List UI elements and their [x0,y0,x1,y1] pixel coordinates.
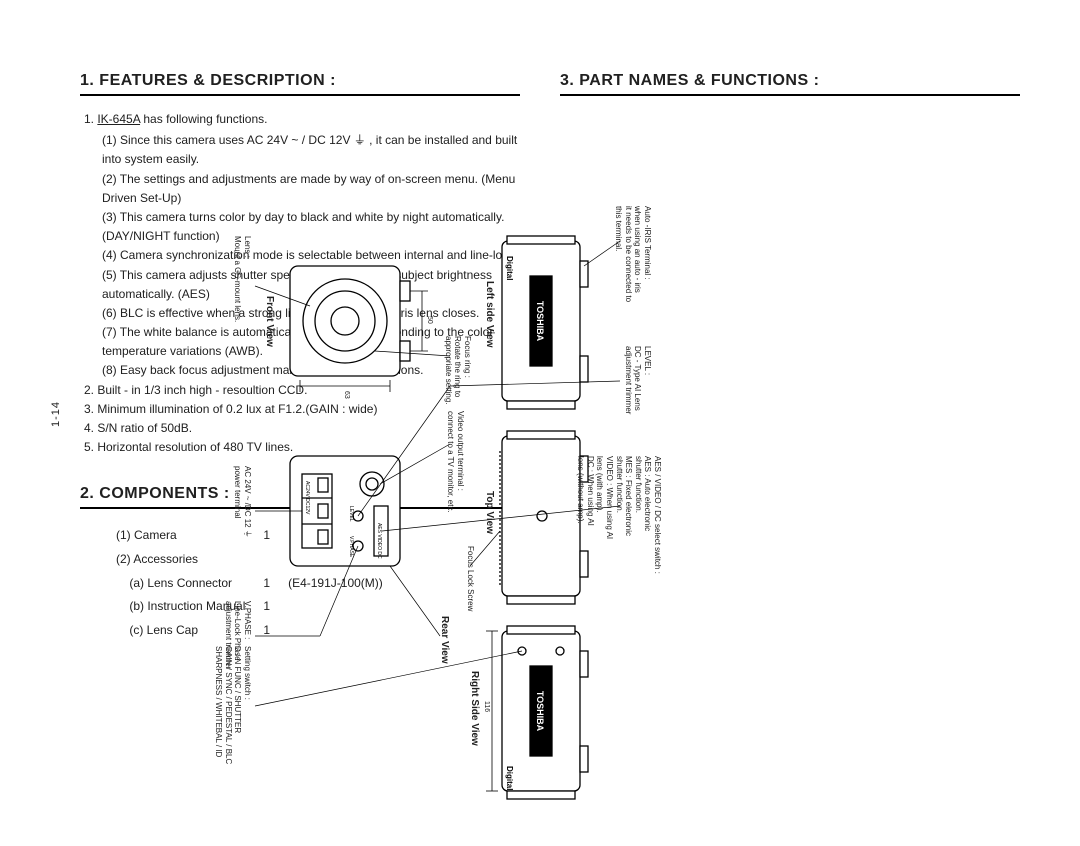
rear-power-text: AC24V DC12V [304,481,310,515]
features-intro: 1. IK-645A has following functions. [84,110,520,129]
view-label-right: Right Side View [469,671,481,746]
feature-item-2: (2) The settings and adjustments are mad… [84,170,520,208]
annot-focus-lock: Focus Lock Screw [465,546,475,611]
view-label-top: Top View [484,491,496,534]
feature-item-1: (1) Since this camera uses AC 24V ~ / DC… [84,131,520,169]
digital-label-right: Digital [505,766,514,790]
rear-level-text: LEVEL [348,506,354,522]
annot-focus-ring: Focus ring : Rotate the ring to appropri… [443,336,472,436]
view-label-front: Front View [264,296,276,347]
diagram-rotated-wrap: TOSHIBA Digital [10,206,650,666]
view-label-left: Left side View [484,281,496,348]
diagram: TOSHIBA Digital [190,206,650,846]
annot-power: AC 24V ~ /DC 12 ⏚ power terminal [233,466,252,586]
dim-116: 116 [482,701,490,712]
annot-aes-video: AES / VIDEO / DC select switch : AES : A… [576,456,662,626]
annot-auto-iris: Auto -IRIS Terminal : when using an auto… [614,206,652,326]
annot-lens: Lens : Mount a CS-mount lens. [233,236,252,376]
section-1-title: 1. FEATURES & DESCRIPTION : [80,72,520,96]
rear-dip-text: AES VIDEO DC [376,523,382,559]
toshiba-label-left: TOSHIBA [535,301,545,342]
features-intro-text: 1. IK-645A has following functions. [84,112,267,126]
rear-vphase-text: V.PHASE [348,536,354,558]
digital-label-left: Digital [505,256,514,280]
dim-50: 50 [425,316,433,324]
right-column: 3. PART NAMES & FUNCTIONS : TOSHIBA [560,72,1020,756]
annot-level: LEVEL : DC - Type AI Lens adjustment tri… [623,346,652,446]
dim-63: 63 [342,391,350,399]
annot-setting: Setting switch : D / N FUNC / SHUTTER GA… [214,646,252,846]
view-label-rear: Rear View [439,616,451,664]
section-3-title: 3. PART NAMES & FUNCTIONS : [560,72,1020,96]
toshiba-label-right: TOSHIBA [535,691,545,732]
